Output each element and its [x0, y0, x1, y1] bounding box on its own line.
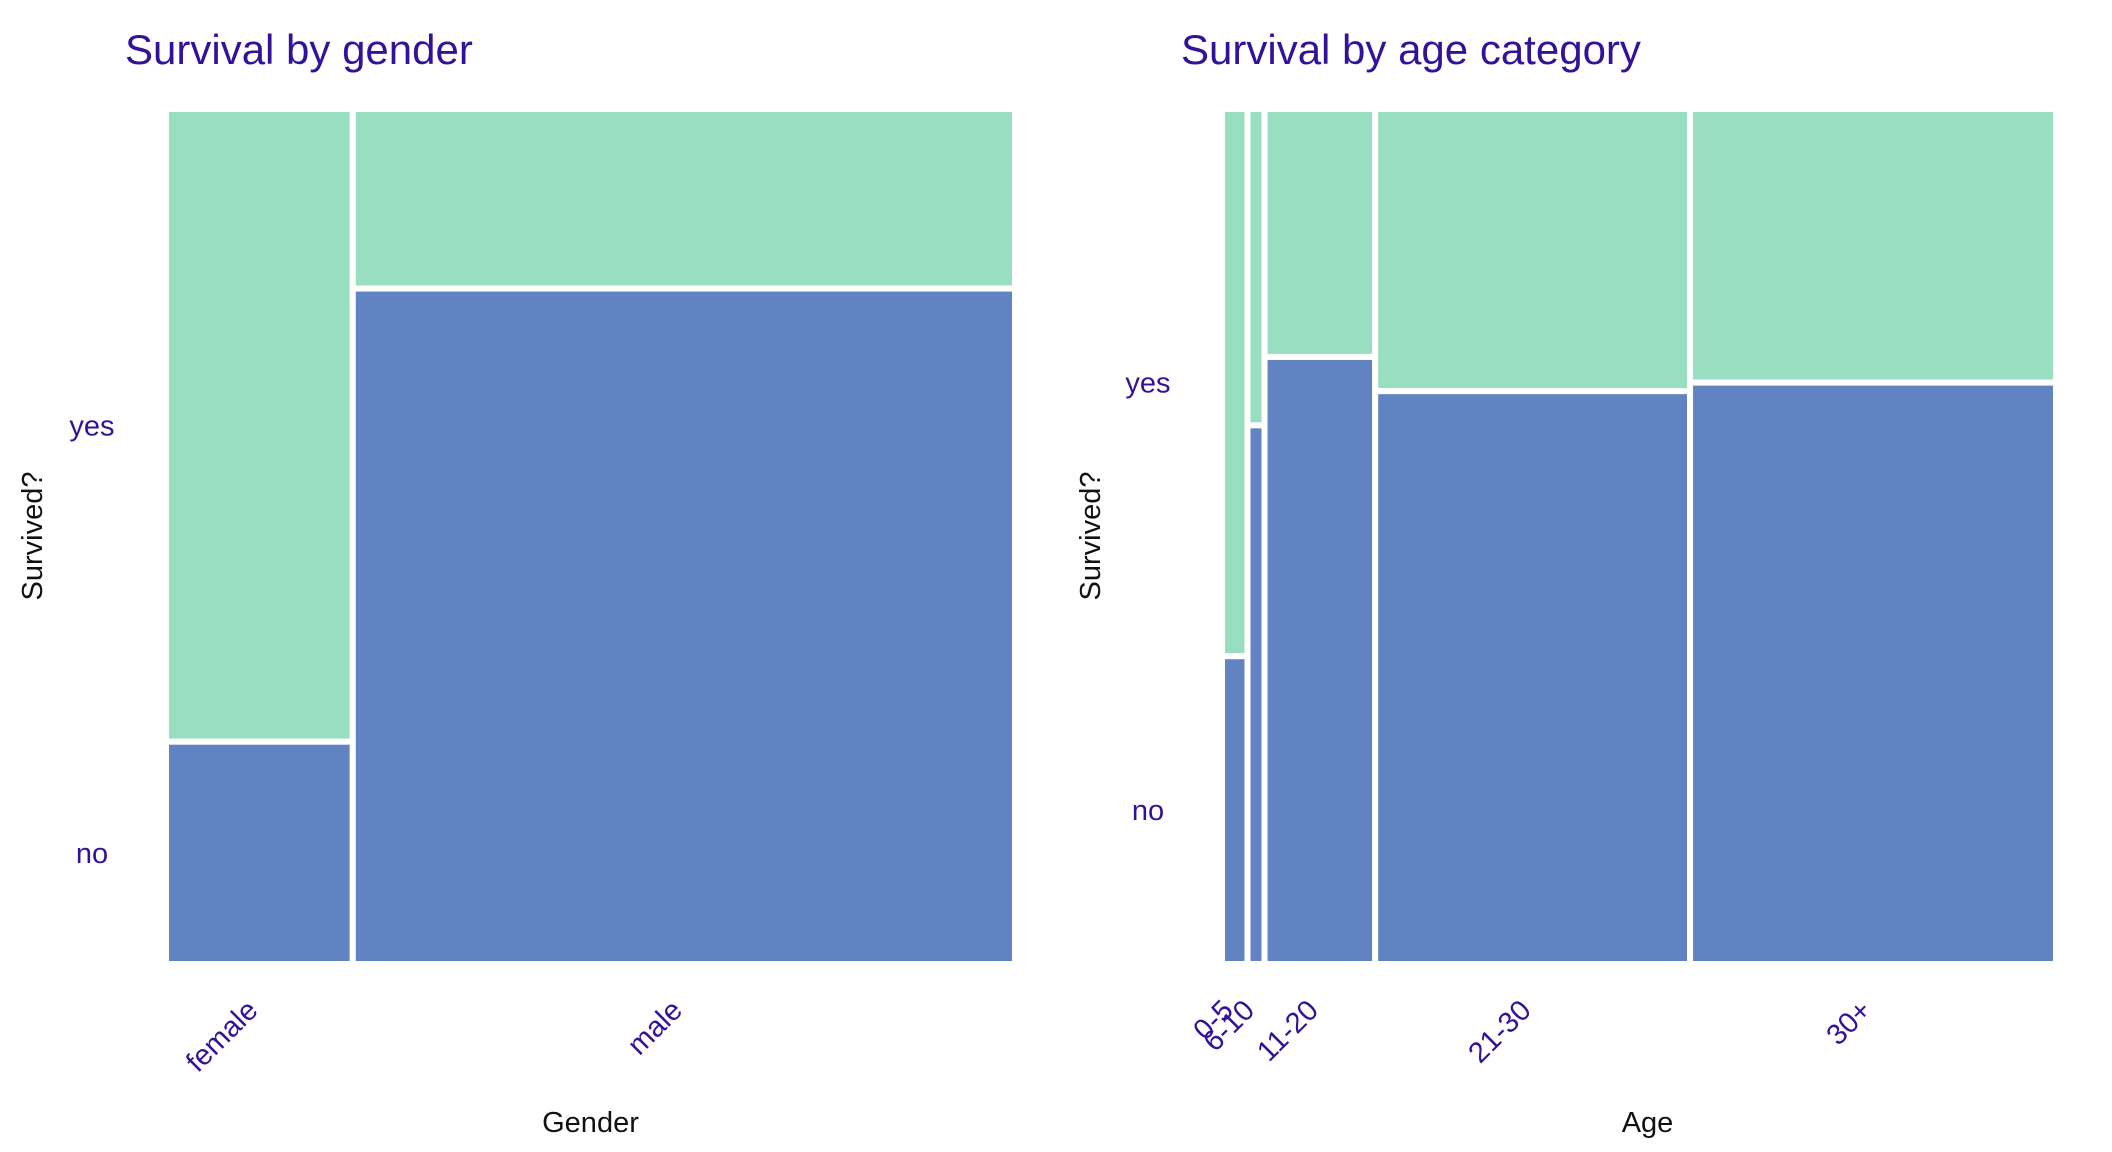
x-axis-label: Gender	[542, 1107, 639, 1139]
y-axis-label: Survived?	[1075, 472, 1107, 601]
x-tick-label: 11-20	[1251, 994, 1325, 1068]
tile-11-20-no	[1261, 353, 1379, 967]
chart-title: Survival by gender	[125, 26, 473, 73]
tile-female-no	[163, 738, 356, 968]
tile-30+-no	[1687, 379, 2059, 968]
y-tick-label: no	[1132, 795, 1164, 827]
x-axis-label: Age	[1622, 1107, 1674, 1139]
y-tick-label: no	[76, 838, 108, 870]
tile-30+-yes	[1687, 106, 2059, 386]
tile-21-30-yes	[1372, 106, 1694, 395]
tile-21-30-no	[1372, 388, 1694, 967]
tile-0-5-yes	[1219, 106, 1251, 660]
tile-11-20-yes	[1261, 106, 1379, 360]
tile-male-yes	[349, 106, 1018, 292]
y-tick-label: yes	[1125, 368, 1170, 400]
tile-female-yes	[163, 106, 356, 745]
x-tick-label: female	[180, 994, 264, 1078]
y-tick-label: yes	[69, 410, 114, 442]
tile-0-5-no	[1219, 653, 1251, 967]
y-axis-label: Survived?	[17, 472, 49, 601]
mosaic-panel-1: Survival by gender female male yes no Survive…	[17, 26, 1018, 1139]
x-tick-label: 30+	[1821, 994, 1878, 1051]
tile-male-no	[349, 285, 1018, 967]
x-tick-label: 21-30	[1462, 994, 1537, 1069]
x-tick-label: male	[622, 994, 689, 1061]
chart-title: Survival by age category	[1181, 26, 1641, 73]
